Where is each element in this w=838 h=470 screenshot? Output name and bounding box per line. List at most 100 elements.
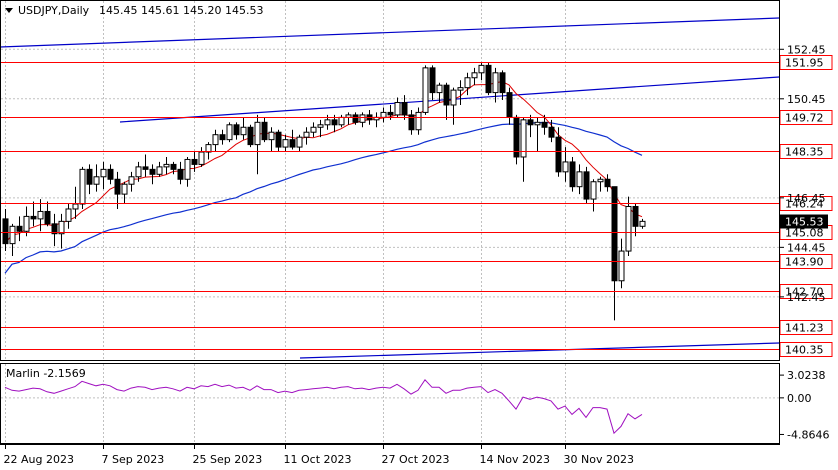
candle-bull (422, 67, 429, 113)
level-tag-label: 140.35 (785, 344, 824, 357)
candle-bull (380, 111, 387, 118)
candle-bear (107, 168, 114, 180)
candle-bull (205, 144, 212, 153)
candle-bear (541, 121, 548, 128)
candle-bull (520, 119, 527, 158)
candle-bear (142, 166, 149, 170)
candle-bull (212, 134, 219, 146)
date-label: 25 Sep 2023 (193, 453, 263, 466)
candle-bear (485, 64, 492, 94)
price-label: 144.45 (787, 241, 826, 254)
candle-bull (562, 161, 569, 173)
candle-bear (569, 161, 576, 188)
candle-bear (499, 72, 506, 94)
indicator-label: 0.00 (787, 392, 812, 405)
candle-bull (37, 210, 44, 220)
candle-bull (310, 126, 317, 133)
date-label: 14 Nov 2023 (480, 453, 550, 466)
collapse-triangle-icon[interactable] (5, 8, 13, 13)
candle-bull (534, 121, 541, 126)
indicator-panel-frame (0, 363, 780, 444)
candle-bear (429, 67, 436, 94)
chart-symbol: USDJPY,Daily (18, 4, 90, 17)
candle-bear (86, 168, 93, 185)
candle-bear (177, 168, 184, 180)
candle-bull (464, 77, 471, 89)
candle-bull (198, 151, 205, 165)
candle-bear (611, 186, 618, 282)
candle-bull (184, 158, 191, 180)
candle-bull (345, 114, 352, 118)
candle-bull (163, 163, 170, 168)
candle-bear (219, 134, 226, 141)
current-price-tag: 145.53 (785, 216, 824, 229)
candle-bull (359, 114, 366, 123)
candle-bear (170, 163, 177, 170)
candle-bull (72, 203, 79, 210)
candle-bull (135, 166, 142, 178)
price-axis: 152.45 150.45 146.45 144.45 142.45 (779, 43, 826, 304)
date-label: 30 Nov 2023 (564, 453, 634, 466)
candle-bull (9, 225, 16, 245)
date-label: 27 Oct 2023 (382, 453, 450, 466)
candle-bear (261, 121, 268, 141)
candle-bear (401, 102, 408, 116)
candle-bear (604, 178, 611, 188)
candle-bear (149, 168, 156, 175)
fast-moving-average (4, 80, 643, 244)
candle-bear (16, 225, 23, 232)
candle-bull (100, 168, 107, 178)
candle-bear (30, 215, 37, 220)
candle-bear (352, 114, 359, 123)
candle-bull (296, 136, 303, 148)
candle-bear (408, 114, 415, 131)
candle-bull (639, 220, 646, 227)
level-tag-label: 148.35 (785, 146, 824, 159)
candle-bull (415, 111, 422, 131)
candle-bull (450, 89, 457, 106)
candle-bull (478, 64, 485, 74)
candle-bull (338, 116, 345, 126)
candle-bull (268, 131, 275, 141)
main-overlay-lines (0, 17, 780, 359)
candle-bull (618, 250, 625, 282)
grid (1, 1, 779, 443)
level-tag-label: 142.70 (785, 286, 824, 299)
marlin-line (4, 378, 643, 435)
marlin-title: Marlin -2.1569 (6, 367, 86, 380)
candle-bull (79, 168, 86, 205)
price-label: 142.45 (787, 291, 826, 304)
candle-bull (324, 119, 331, 126)
candle-bear (548, 126, 555, 138)
candle-bear (527, 119, 534, 126)
price-label: 146.45 (787, 192, 826, 205)
candle-bull (65, 208, 72, 222)
upper-channel-line (0, 17, 780, 48)
candle-bull (254, 121, 261, 146)
price-label: 150.45 (787, 93, 826, 106)
candle-bull (471, 72, 478, 79)
current-price-tag-box (780, 214, 828, 229)
candle-bull (58, 220, 65, 235)
candle-bull (121, 183, 128, 195)
candle-bear (191, 158, 198, 165)
price-label: 152.45 (787, 43, 826, 56)
candle-bull (492, 72, 499, 94)
marlin-indicator (4, 378, 643, 435)
indicator-label: 3.0238 (787, 369, 826, 382)
candle-bull (457, 87, 464, 91)
candle-bull (317, 124, 324, 128)
candle-bull (93, 176, 100, 185)
candle-bull (282, 139, 289, 148)
candle-bear (583, 171, 590, 200)
candle-bull (156, 166, 163, 175)
date-label: 11 Oct 2023 (284, 453, 352, 466)
candle-bear (443, 84, 450, 106)
candle-bull (590, 181, 597, 200)
candle-bear (247, 126, 254, 146)
candle-bear (506, 92, 513, 118)
indicator-axis: 3.0238 0.00 -4.8646 (779, 369, 829, 441)
candles (2, 62, 646, 321)
date-label: 7 Sep 2023 (102, 453, 165, 466)
